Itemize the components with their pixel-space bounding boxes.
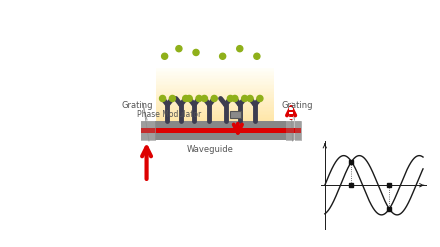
Bar <box>156 105 274 107</box>
Bar <box>156 88 274 89</box>
Bar <box>156 72 274 73</box>
Bar <box>156 108 274 110</box>
Circle shape <box>257 95 263 102</box>
Bar <box>156 111 274 112</box>
Text: Waveguide: Waveguide <box>187 145 234 154</box>
Bar <box>141 128 155 133</box>
Bar <box>156 76 274 78</box>
Bar <box>156 127 274 128</box>
Bar <box>156 101 274 102</box>
Circle shape <box>186 95 192 102</box>
Bar <box>156 104 274 105</box>
Bar <box>141 121 155 140</box>
Text: Grating: Grating <box>281 101 312 110</box>
Circle shape <box>161 53 168 59</box>
Circle shape <box>242 95 248 102</box>
Bar <box>156 69 274 71</box>
Bar <box>156 121 274 123</box>
Circle shape <box>237 46 243 52</box>
Bar <box>156 100 274 101</box>
Bar <box>156 94 274 95</box>
Bar <box>156 79 274 81</box>
Bar <box>156 89 274 91</box>
Circle shape <box>232 95 238 102</box>
Bar <box>156 75 274 76</box>
Circle shape <box>247 95 253 102</box>
Bar <box>156 131 274 133</box>
Bar <box>156 133 274 134</box>
Bar <box>156 95 274 97</box>
Text: Phase Modulator: Phase Modulator <box>137 110 202 119</box>
Bar <box>156 137 274 139</box>
Bar <box>156 115 274 117</box>
Bar <box>156 97 274 98</box>
Bar <box>156 128 274 130</box>
Bar <box>156 91 274 92</box>
Circle shape <box>211 95 217 102</box>
Bar <box>286 121 301 140</box>
Bar <box>156 118 274 120</box>
Bar <box>156 81 274 82</box>
Circle shape <box>160 95 165 102</box>
Bar <box>156 136 274 137</box>
Circle shape <box>183 95 189 102</box>
Bar <box>156 71 274 72</box>
Circle shape <box>169 95 176 102</box>
Bar <box>156 78 274 79</box>
Bar <box>156 134 274 136</box>
Bar <box>156 68 274 69</box>
Circle shape <box>176 46 182 52</box>
Bar <box>156 117 274 118</box>
Bar <box>141 128 301 133</box>
Bar <box>156 110 274 111</box>
Bar <box>141 121 301 140</box>
Bar <box>230 111 241 118</box>
Bar <box>156 107 274 108</box>
Bar <box>156 83 274 85</box>
Bar <box>156 114 274 115</box>
Bar <box>156 85 274 86</box>
Bar <box>156 102 274 104</box>
Bar <box>156 125 274 127</box>
Bar <box>156 120 274 121</box>
Bar <box>156 86 274 88</box>
Bar <box>156 98 274 100</box>
Bar <box>156 123 274 124</box>
Bar <box>286 128 301 133</box>
Circle shape <box>254 53 260 59</box>
Circle shape <box>227 95 234 102</box>
Bar <box>156 124 274 125</box>
Text: Grating: Grating <box>122 101 154 110</box>
Bar <box>156 130 274 131</box>
Bar <box>156 112 274 114</box>
Circle shape <box>193 49 199 56</box>
Circle shape <box>202 95 207 102</box>
Circle shape <box>196 95 202 102</box>
Bar <box>156 82 274 83</box>
Circle shape <box>220 53 226 59</box>
Bar <box>156 139 274 140</box>
Bar <box>156 73 274 75</box>
Bar <box>156 92 274 94</box>
